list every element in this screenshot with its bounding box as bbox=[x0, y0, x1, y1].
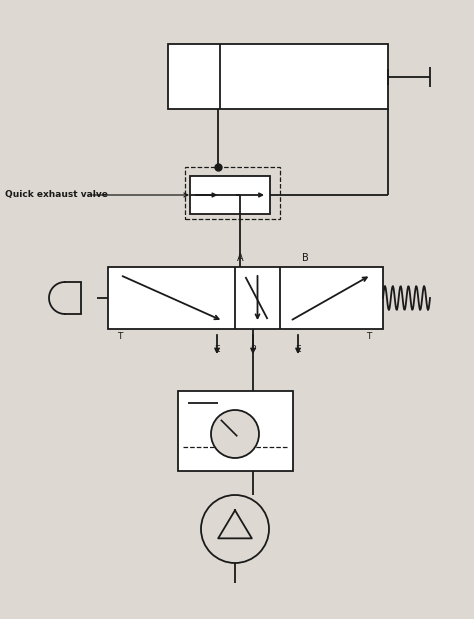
Circle shape bbox=[211, 410, 259, 458]
Circle shape bbox=[201, 495, 269, 563]
Bar bbox=[168, 44, 388, 109]
Bar bbox=[108, 267, 383, 329]
Bar bbox=[178, 391, 293, 471]
Text: E: E bbox=[295, 345, 301, 354]
Text: E: E bbox=[214, 345, 220, 354]
Text: B: B bbox=[301, 253, 309, 263]
Bar bbox=[185, 167, 280, 219]
Text: Quick exhaust valve: Quick exhaust valve bbox=[5, 190, 108, 199]
Text: T: T bbox=[117, 332, 123, 341]
Text: T: T bbox=[366, 332, 372, 341]
Bar bbox=[190, 176, 270, 214]
Text: P: P bbox=[250, 345, 255, 354]
Text: A: A bbox=[237, 253, 243, 263]
